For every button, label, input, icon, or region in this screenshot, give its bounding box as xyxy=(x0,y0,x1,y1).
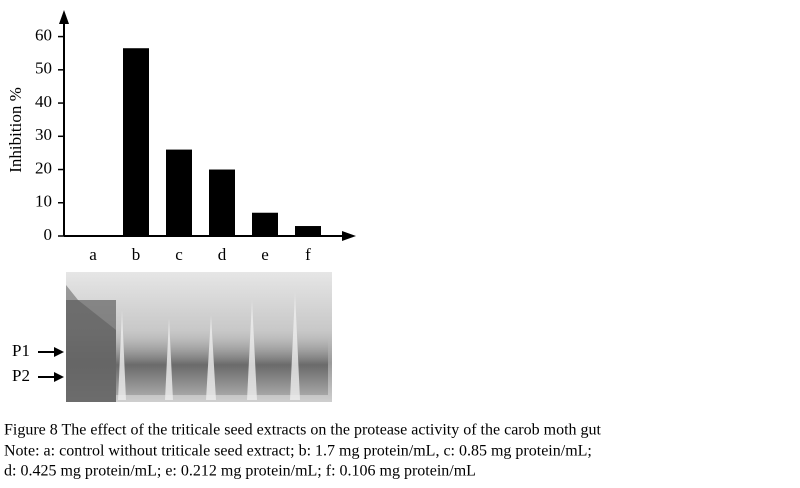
gel-smear xyxy=(66,285,116,402)
y-tick-label: 40 xyxy=(35,92,52,111)
bar xyxy=(166,149,192,236)
x-tick-label: f xyxy=(305,245,311,264)
bar xyxy=(209,169,235,236)
y-tick-label: 50 xyxy=(35,59,52,78)
bar xyxy=(123,48,149,237)
y-tick-label: 60 xyxy=(35,25,52,44)
x-tick-label: a xyxy=(89,245,97,264)
x-tick-label: b xyxy=(132,245,141,264)
bar xyxy=(295,226,321,236)
y-tick-label: 0 xyxy=(44,225,53,244)
caption-note: Note: a: control without triticale seed … xyxy=(4,443,592,460)
y-axis-label: Inhibition % xyxy=(6,87,25,172)
y-tick-label: 20 xyxy=(35,158,52,177)
marker-arrow-head xyxy=(54,372,64,382)
marker-arrow-head xyxy=(54,347,64,357)
gel-well-streaks xyxy=(118,292,300,400)
caption-title: Figure 8 The effect of the triticale see… xyxy=(4,422,602,439)
gel-marker-label: P1 xyxy=(12,341,30,360)
y-axis-arrow xyxy=(59,10,69,24)
gel-image: P1 P2 xyxy=(12,272,332,402)
y-tick-label: 10 xyxy=(35,192,52,211)
caption-note: d: 0.425 mg protein/mL; e: 0.212 mg prot… xyxy=(4,463,476,480)
x-tick-label: d xyxy=(218,245,227,264)
x-tick-label: c xyxy=(175,245,183,264)
x-tick-label: e xyxy=(261,245,269,264)
x-axis-arrow xyxy=(342,231,356,241)
gel-marker-label: P2 xyxy=(12,366,30,385)
bar xyxy=(252,212,278,236)
y-tick-label: 30 xyxy=(35,125,52,144)
